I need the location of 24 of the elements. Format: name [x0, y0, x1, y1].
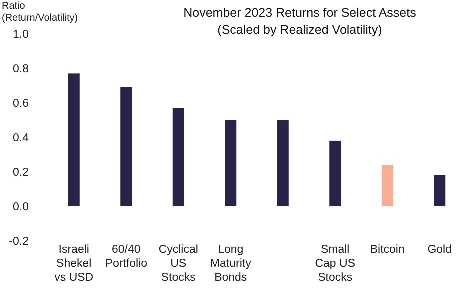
x-tick-label: Bitcoin: [370, 244, 405, 256]
y-tick-label: 0.6: [13, 98, 29, 110]
y-tick-label: 0.2: [13, 167, 29, 180]
y-tick-label: 0.8: [13, 64, 29, 76]
x-tick-label: 60/40 Portfolio: [105, 244, 148, 270]
bar: [382, 165, 394, 206]
y-tick-label: 1.0: [13, 29, 29, 42]
bar: [225, 120, 237, 206]
x-tick-label: Cyclical US Stocks: [158, 244, 198, 284]
bar: [434, 175, 446, 206]
y-tick-label: 0.4: [13, 132, 30, 145]
y-tick-label: -0.2: [9, 236, 29, 248]
y-axis-title: Ratio (Return/Volatility): [2, 1, 78, 24]
bar: [120, 87, 132, 206]
bar: [68, 74, 80, 206]
x-tick-label: Small Cap US Stocks: [315, 244, 356, 284]
y-tick-label: 0.0: [13, 202, 29, 214]
bar: [277, 120, 289, 206]
x-tick-label: Israeli Shekel vs USD: [54, 244, 94, 284]
bar: [330, 140, 342, 206]
x-tick-label: Gold: [428, 244, 452, 256]
bar: [172, 108, 184, 206]
x-tick-label: Long Maturity Bonds: [210, 244, 252, 284]
chart-title: November 2023 Returns for Select Assets (Scaled by Realized Volatility): [184, 6, 416, 37]
